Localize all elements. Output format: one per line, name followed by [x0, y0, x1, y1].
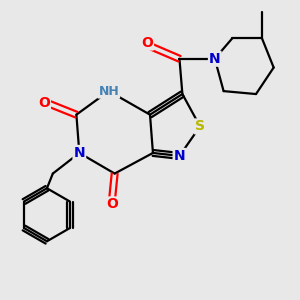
Text: N: N	[74, 146, 85, 160]
Text: O: O	[106, 197, 118, 212]
Text: S: S	[195, 119, 205, 134]
Text: N: N	[209, 52, 220, 66]
Text: N: N	[174, 149, 185, 163]
Text: NH: NH	[98, 85, 119, 98]
Text: O: O	[38, 96, 50, 110]
Text: O: O	[141, 35, 153, 50]
